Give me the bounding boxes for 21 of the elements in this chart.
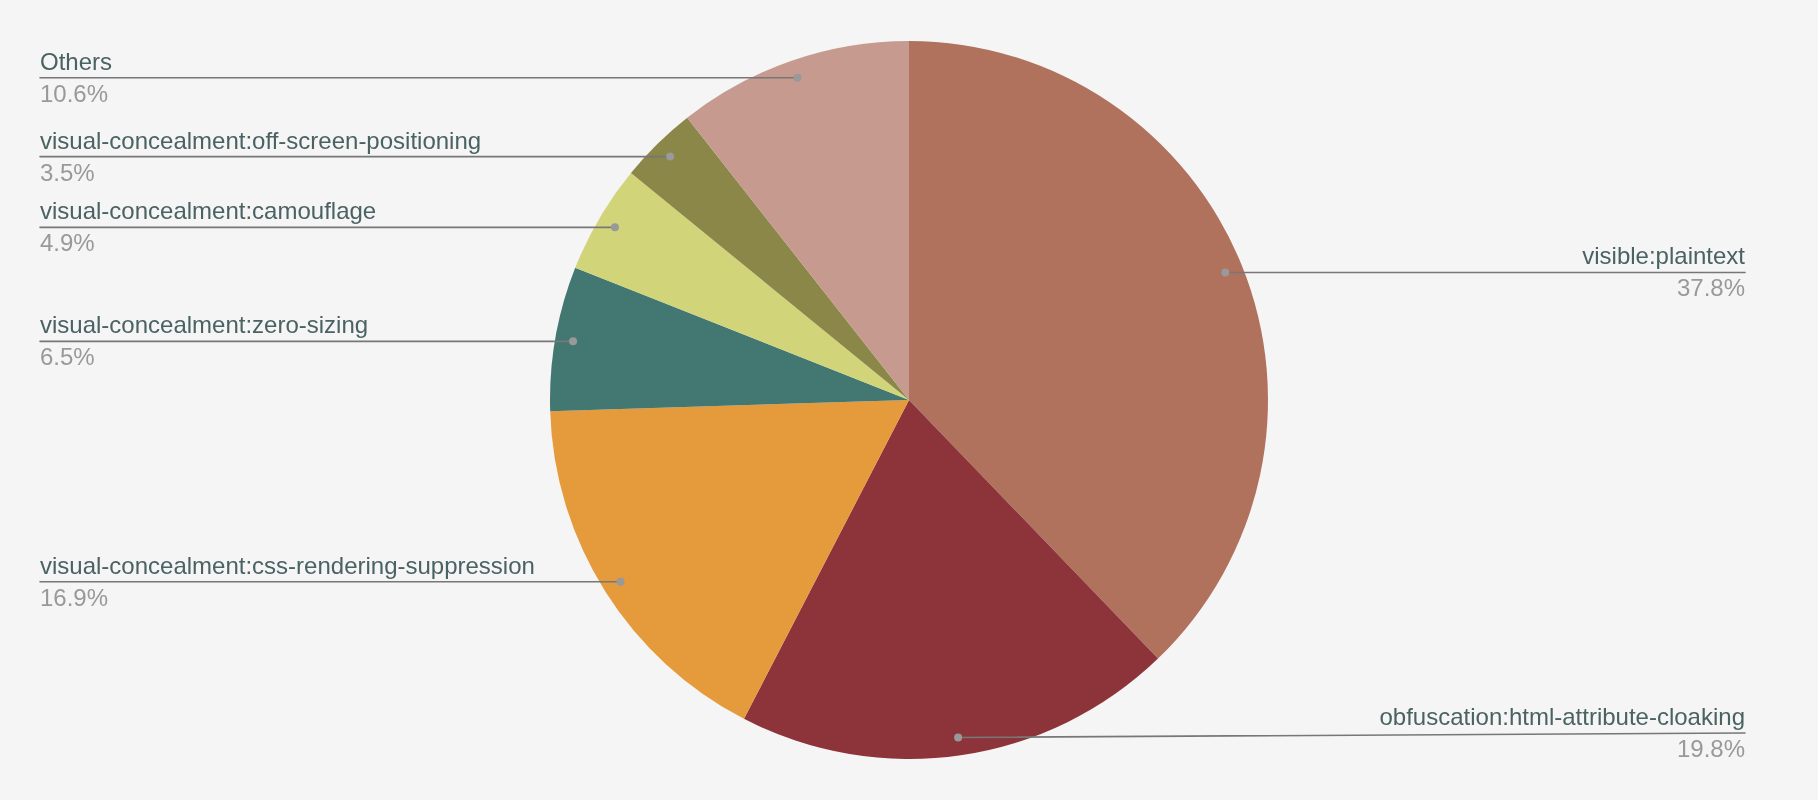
pie-slice bbox=[630, 117, 909, 400]
pie-slice bbox=[550, 267, 909, 412]
slice-label: visible:plaintext bbox=[1582, 242, 1746, 270]
data-label: 3.5% bbox=[40, 158, 95, 186]
pie-slice bbox=[744, 400, 1159, 759]
pie-slice bbox=[575, 172, 909, 400]
slice-label: visual-concealment:camouflage bbox=[40, 197, 377, 225]
data-label: 19.8% bbox=[1676, 735, 1745, 762]
data-label: 37.8% bbox=[1676, 274, 1745, 302]
slice-label: visual-concealment:off-screen-positioning bbox=[40, 126, 482, 154]
data-label: 10.6% bbox=[40, 79, 109, 107]
pie-slice bbox=[550, 400, 909, 719]
pie-slice bbox=[687, 41, 909, 400]
slice-label: visual-concealment:css-rendering-suppression bbox=[40, 551, 535, 579]
slice-label: Others bbox=[40, 47, 113, 75]
slice-label: visual-concealment:zero-sizing bbox=[40, 311, 369, 339]
slice-label: obfuscation:html-attribute-cloaking bbox=[1379, 703, 1745, 730]
data-label: 16.9% bbox=[40, 583, 109, 611]
pie-slice bbox=[909, 41, 1268, 659]
data-label: 6.5% bbox=[40, 343, 95, 371]
data-label: 4.9% bbox=[40, 229, 95, 257]
